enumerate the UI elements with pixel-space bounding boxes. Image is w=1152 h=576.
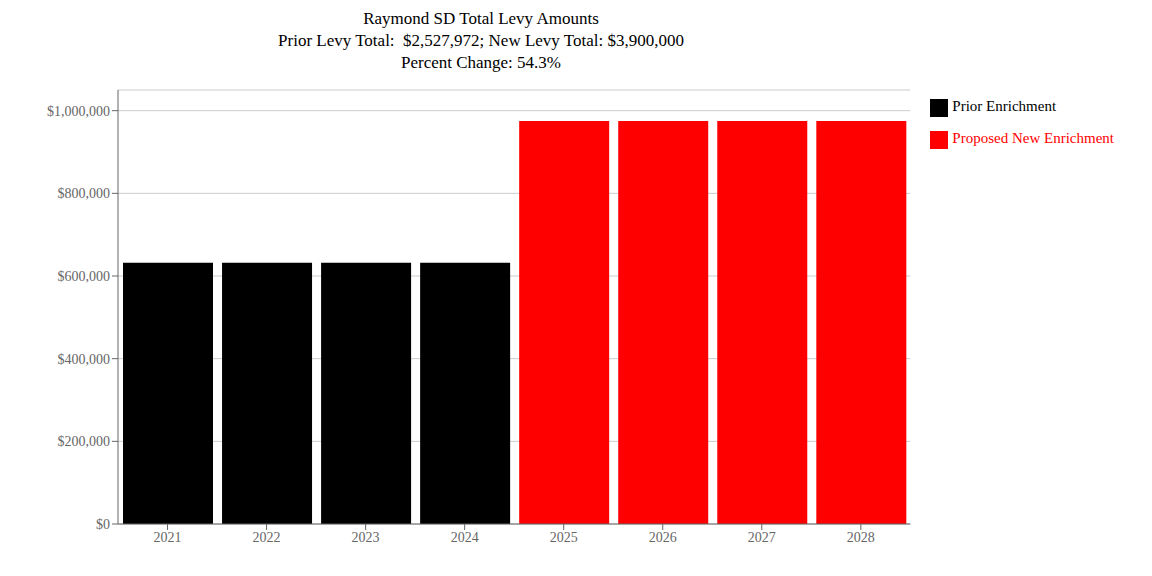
html-text:Raymond SD Total Levy Amounts: Raymond SD Total Levy Amounts xyxy=(363,9,599,28)
svg-text:$400,000: $400,000 xyxy=(58,352,111,367)
html-text:Prior Levy Total: $2,527,972;: Prior Levy Total: $2,527,972; New Levy T… xyxy=(278,31,684,50)
html-text:Prior Enrichment: Prior Enrichment xyxy=(952,98,1057,114)
svg-text:$800,000: $800,000 xyxy=(58,186,111,201)
svg-text:2027: 2027 xyxy=(748,530,776,545)
svg-text:2022: 2022 xyxy=(253,530,281,545)
svg-text:$1,000,000: $1,000,000 xyxy=(47,104,110,119)
svg-text:2023: 2023 xyxy=(352,530,380,545)
svg-text:$0: $0 xyxy=(96,517,110,532)
svg-text:2021: 2021 xyxy=(154,530,182,545)
svg-text:2026: 2026 xyxy=(649,530,677,545)
svg-text:$600,000: $600,000 xyxy=(58,269,111,284)
svg-text:2025: 2025 xyxy=(550,530,578,545)
html-text:Proposed New Enrichment: Proposed New Enrichment xyxy=(952,130,1114,146)
svg-text:$200,000: $200,000 xyxy=(58,434,111,449)
svg-text:2024: 2024 xyxy=(451,530,479,545)
svg-text:2028: 2028 xyxy=(847,530,875,545)
html-text:Percent Change: 54.3%: Percent Change: 54.3% xyxy=(401,53,561,72)
